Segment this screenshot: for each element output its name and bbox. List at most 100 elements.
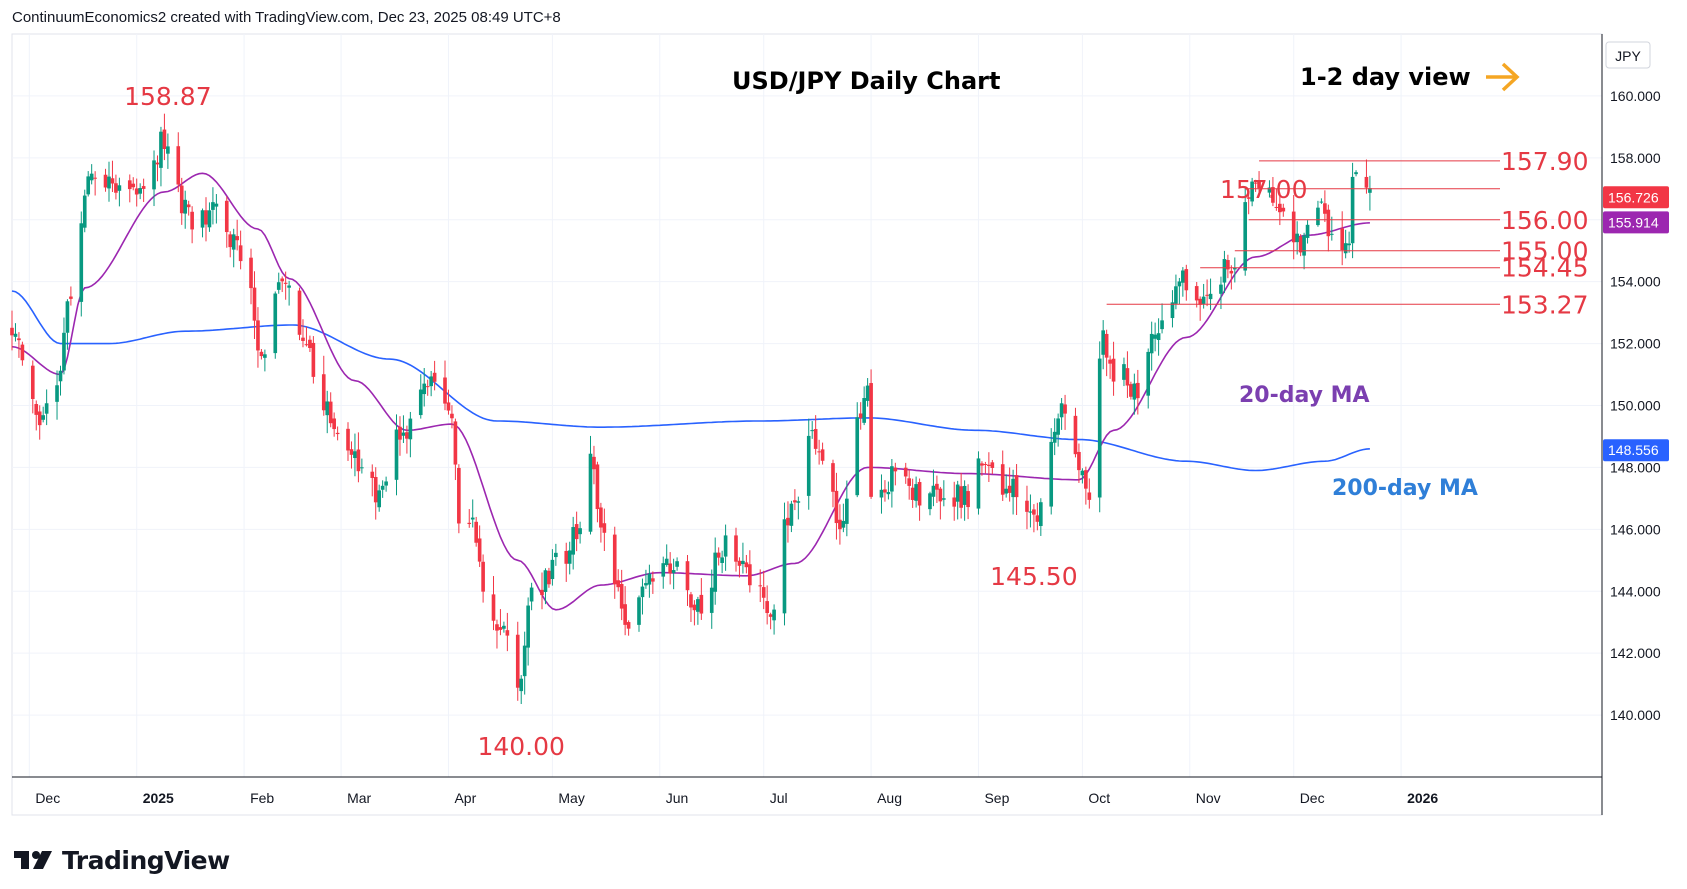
candle-body bbox=[1316, 207, 1320, 226]
candle-body bbox=[1025, 500, 1029, 512]
arrow-right-icon bbox=[1486, 62, 1520, 92]
candle-body bbox=[394, 429, 399, 480]
candle-body bbox=[477, 538, 482, 562]
candle-body bbox=[1319, 201, 1324, 203]
candle-body bbox=[422, 383, 427, 395]
candle-body bbox=[86, 176, 91, 195]
candle-body bbox=[176, 146, 181, 185]
candle-body bbox=[1056, 418, 1060, 435]
candle-body bbox=[495, 624, 499, 631]
tradingview-logo[interactable]: TradingView bbox=[12, 845, 230, 875]
candle-body bbox=[446, 402, 451, 411]
candle-body bbox=[879, 489, 884, 498]
candle-body bbox=[772, 609, 776, 621]
candle-body bbox=[1350, 176, 1355, 244]
candle-body bbox=[817, 451, 821, 453]
candle-body bbox=[1087, 492, 1092, 500]
candle-body bbox=[384, 481, 388, 486]
time-tick-label: Feb bbox=[250, 790, 274, 806]
candle-body bbox=[1104, 333, 1109, 358]
ma200-line bbox=[11, 290, 1370, 472]
price-tick-label: 142.000 bbox=[1610, 645, 1661, 661]
candle-body bbox=[651, 578, 655, 582]
candle-body bbox=[990, 462, 995, 468]
candle-body bbox=[505, 630, 510, 636]
level-label: 155.00 bbox=[1501, 237, 1588, 266]
chart-frame bbox=[11, 33, 1603, 816]
candle-body bbox=[37, 411, 42, 426]
candle-body bbox=[349, 449, 354, 455]
candle-body bbox=[263, 354, 267, 358]
candle-body bbox=[280, 278, 285, 282]
candle-body bbox=[1194, 286, 1199, 301]
price-badges: 156.726 155.914 148.556 bbox=[1603, 186, 1669, 462]
candle-body bbox=[942, 498, 946, 500]
candle-body bbox=[612, 534, 617, 585]
candle-body bbox=[1243, 202, 1248, 271]
candle-body bbox=[235, 236, 239, 241]
candle-body bbox=[224, 200, 229, 233]
price-tick-label: 158.000 bbox=[1610, 150, 1661, 166]
candle-body bbox=[1097, 358, 1102, 498]
candle-body bbox=[131, 183, 136, 188]
candle-body bbox=[65, 301, 70, 333]
price-tick-label: 154.000 bbox=[1610, 274, 1661, 290]
price-tick-label: 140.000 bbox=[1610, 707, 1661, 723]
candle-body bbox=[207, 210, 212, 228]
candle-body bbox=[983, 463, 988, 465]
candle-body bbox=[647, 573, 652, 585]
candle-body bbox=[152, 160, 156, 190]
price-badge-text: 155.914 bbox=[1608, 214, 1659, 230]
candle-body bbox=[1208, 293, 1213, 300]
candle-body bbox=[661, 563, 666, 577]
candle-body bbox=[668, 563, 672, 574]
candle-body bbox=[831, 463, 835, 492]
candle-body bbox=[841, 520, 846, 528]
candle-body bbox=[17, 338, 21, 341]
candle-body bbox=[1014, 475, 1019, 498]
candle-body bbox=[325, 401, 330, 416]
candle-body bbox=[1059, 403, 1064, 418]
level-label: 154.45 bbox=[1501, 254, 1588, 283]
candle-body bbox=[502, 625, 506, 629]
candle-body bbox=[723, 535, 728, 557]
candle-body bbox=[470, 517, 475, 520]
candle-body bbox=[637, 597, 641, 625]
time-tick-label: Mar bbox=[347, 790, 371, 806]
candle-body bbox=[214, 203, 219, 207]
candle-body bbox=[283, 282, 288, 284]
candle-body bbox=[1229, 270, 1234, 274]
candle-body bbox=[117, 185, 122, 191]
candle-body bbox=[58, 370, 63, 382]
candle-body bbox=[671, 570, 676, 573]
candle-body bbox=[134, 188, 139, 195]
candle-body bbox=[141, 186, 146, 189]
candle-body bbox=[481, 561, 485, 592]
candlestick-series bbox=[10, 113, 1372, 705]
candle-body bbox=[450, 413, 454, 419]
candle-body bbox=[249, 257, 253, 289]
candle-body bbox=[1028, 511, 1033, 513]
candle-body bbox=[453, 421, 458, 465]
candle-body bbox=[297, 290, 302, 335]
candle-body bbox=[1226, 260, 1230, 270]
candle-body bbox=[93, 177, 97, 179]
candle-body bbox=[204, 210, 208, 225]
candle-body bbox=[529, 587, 534, 602]
price-badge bbox=[1603, 186, 1669, 209]
candle-body bbox=[1291, 211, 1296, 243]
candle-body bbox=[980, 463, 984, 466]
candle-body bbox=[976, 458, 981, 509]
candle-body bbox=[599, 507, 603, 528]
candle-body bbox=[935, 483, 939, 490]
candle-body bbox=[886, 492, 891, 495]
price-tick-label: 160.000 bbox=[1610, 88, 1661, 104]
currency-box[interactable] bbox=[1605, 41, 1651, 69]
candle-body bbox=[890, 466, 894, 492]
candle-body bbox=[1364, 176, 1369, 188]
time-tick-label: Sep bbox=[984, 790, 1009, 806]
candle-body bbox=[616, 580, 621, 588]
candle-body bbox=[907, 478, 912, 486]
